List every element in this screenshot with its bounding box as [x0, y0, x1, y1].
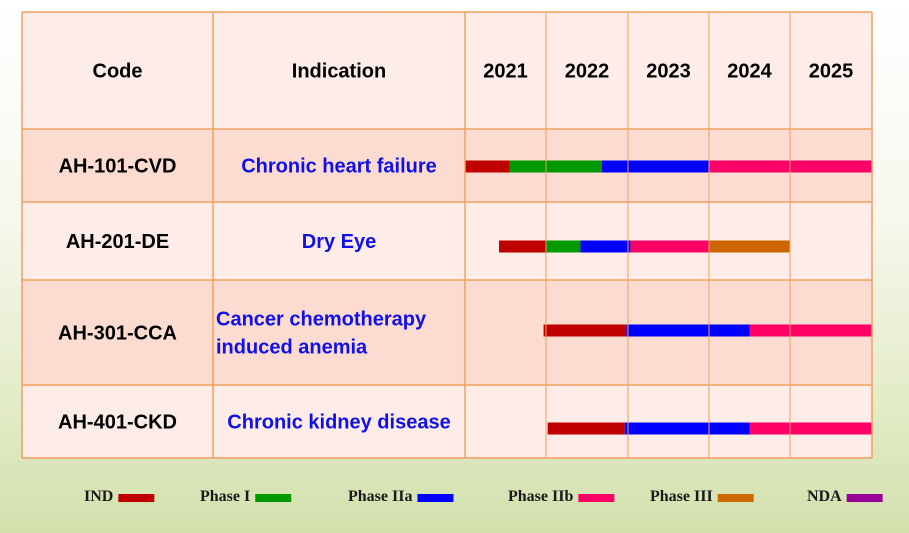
- indication-text: Cancer chemotherapy: [216, 309, 427, 331]
- bar-phase-iia: [580, 240, 631, 253]
- bar-phase-iib: [749, 422, 872, 435]
- indication-text: induced anemia: [216, 337, 368, 359]
- legend-swatch: [255, 494, 292, 502]
- program-code: AH-101-CVD: [59, 156, 177, 178]
- column-header-year: 2025: [809, 61, 854, 83]
- indication-text: Dry Eye: [302, 231, 377, 253]
- legend: IND Phase I Phase IIa Phase IIb Phase III NDA: [84, 488, 883, 505]
- table-text: Code Indication 2021 2022 2023 2024 2025 AH-101…: [58, 61, 853, 434]
- legend-label: Phase I: [200, 488, 250, 505]
- column-header-year: 2023: [646, 61, 691, 83]
- bar-ind: [547, 422, 625, 435]
- program-code: AH-301-CCA: [58, 323, 177, 345]
- table-row-background: [22, 385, 872, 458]
- legend-label: NDA: [807, 488, 842, 505]
- legend-swatch: [417, 494, 454, 502]
- header-row-background: [22, 12, 872, 129]
- table-grid: [21, 11, 873, 459]
- bar-phase-iia: [626, 324, 750, 337]
- bar-phase-i: [546, 240, 581, 253]
- bar-ind: [499, 240, 546, 253]
- column-header-year: 2021: [483, 61, 528, 83]
- bar-phase-iia: [601, 160, 709, 173]
- legend-swatch: [118, 494, 155, 502]
- legend-label: Phase IIa: [348, 488, 412, 505]
- bar-phase-iib: [630, 240, 709, 253]
- column-header-indication: Indication: [292, 61, 386, 83]
- indication-text: Chronic kidney disease: [227, 412, 450, 434]
- bar-phase-iib: [749, 324, 872, 337]
- legend-swatch: [846, 494, 883, 502]
- bar-ind: [465, 160, 510, 173]
- legend-label: Phase IIb: [508, 488, 573, 505]
- bar-phase-iii: [709, 240, 790, 253]
- legend-swatch: [717, 494, 754, 502]
- column-header-year: 2022: [565, 61, 610, 83]
- legend-label: Phase III: [650, 488, 713, 505]
- column-header-year: 2024: [727, 61, 772, 83]
- legend-swatch: [578, 494, 615, 502]
- indication-text: Chronic heart failure: [241, 156, 437, 178]
- bar-ind: [543, 324, 627, 337]
- legend-label: IND: [84, 488, 113, 505]
- program-code: AH-401-CKD: [58, 412, 177, 434]
- program-code: AH-201-DE: [66, 231, 169, 253]
- column-header-code: Code: [93, 61, 143, 83]
- bar-phase-i: [509, 160, 602, 173]
- bar-phase-iia: [624, 422, 750, 435]
